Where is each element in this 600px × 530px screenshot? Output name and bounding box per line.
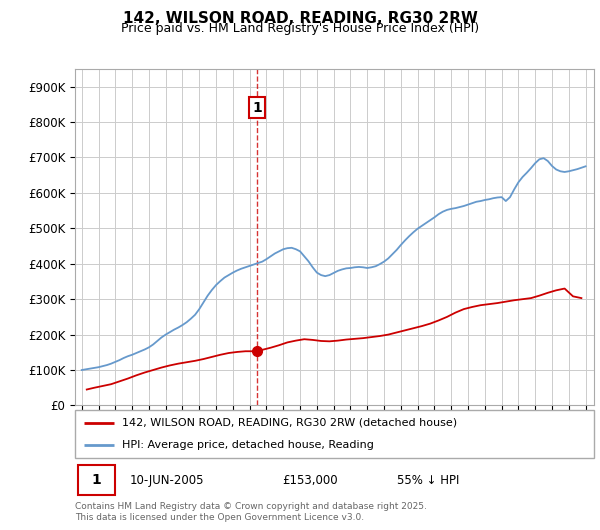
Text: Contains HM Land Registry data © Crown copyright and database right 2025.: Contains HM Land Registry data © Crown c… [75, 502, 427, 511]
Text: 10-JUN-2005: 10-JUN-2005 [130, 474, 204, 487]
Bar [77, 465, 115, 496]
Text: 142, WILSON ROAD, READING, RG30 2RW (detached house): 142, WILSON ROAD, READING, RG30 2RW (det… [122, 418, 457, 428]
Text: 1: 1 [91, 473, 101, 487]
Text: HPI: Average price, detached house, Reading: HPI: Average price, detached house, Read… [122, 440, 374, 450]
Text: 142, WILSON ROAD, READING, RG30 2RW: 142, WILSON ROAD, READING, RG30 2RW [122, 11, 478, 25]
Text: £153,000: £153,000 [283, 474, 338, 487]
Text: 1: 1 [252, 101, 262, 115]
Text: 55% ↓ HPI: 55% ↓ HPI [397, 474, 459, 487]
Text: Price paid vs. HM Land Registry's House Price Index (HPI): Price paid vs. HM Land Registry's House … [121, 22, 479, 36]
Text: This data is licensed under the Open Government Licence v3.0.: This data is licensed under the Open Gov… [75, 513, 364, 522]
